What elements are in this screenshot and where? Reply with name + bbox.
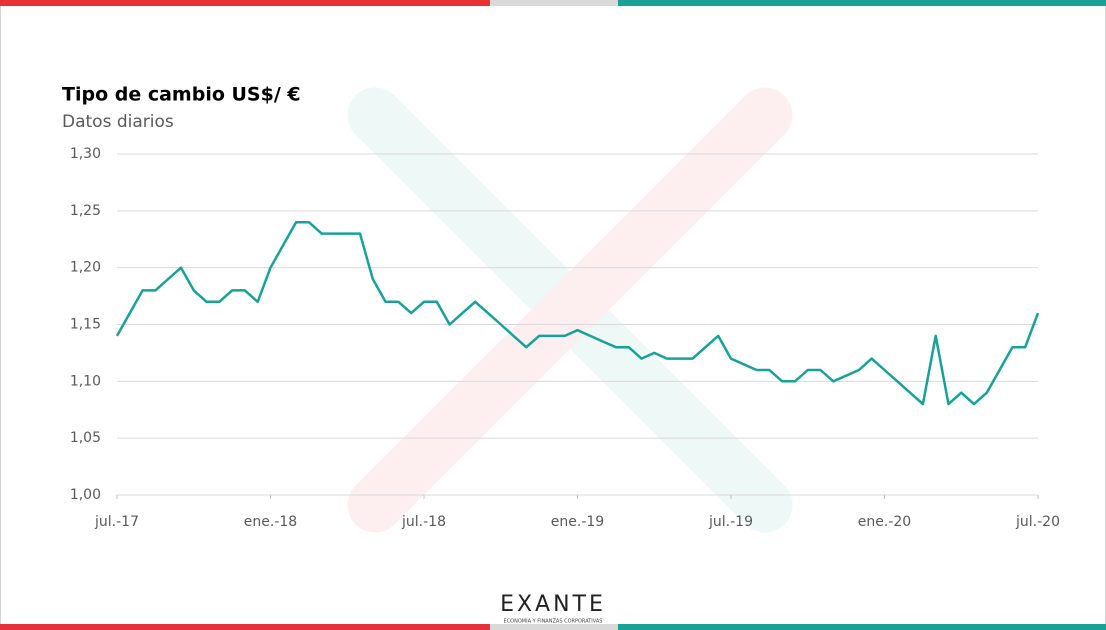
y-tick-label: 1,15	[70, 317, 101, 333]
logo-name: EXANTE	[500, 592, 606, 617]
watermark-stroke	[347, 87, 793, 533]
watermark	[347, 87, 793, 533]
bottom-bar-red	[0, 624, 490, 630]
x-tick-label: ene.-19	[551, 514, 604, 530]
x-tick-label: jul.-18	[401, 514, 446, 530]
x-tick-label: ene.-18	[244, 514, 297, 530]
bottom-bar-teal	[618, 624, 1106, 630]
x-tick-label: jul.-17	[94, 514, 139, 530]
bottom-bar-gray	[490, 624, 618, 630]
top-bar-gray	[490, 0, 618, 6]
chart-title: Tipo de cambio US$/ €	[62, 84, 301, 106]
watermark-stroke	[347, 87, 793, 533]
y-tick-label: 1,20	[70, 260, 101, 276]
series-line	[115, 220, 1040, 406]
y-tick-label: 1,30	[70, 146, 101, 162]
chart-subtitle: Datos diarios	[62, 112, 174, 132]
logo-tagline: ECONOMÍA Y FINANZAS CORPORATIVAS	[504, 618, 603, 625]
y-tick-label: 1,05	[70, 430, 101, 446]
top-bar-red	[0, 0, 490, 6]
x-tick-label: ene.-20	[858, 514, 911, 530]
y-tick-label: 1,10	[70, 373, 101, 389]
top-bar-teal	[618, 0, 1106, 6]
x-tick-label: jul.-20	[1015, 514, 1060, 530]
y-tick-label: 1,25	[70, 203, 101, 219]
x-tick-label: jul.-19	[708, 514, 753, 530]
y-tick-label: 1,00	[70, 487, 101, 503]
